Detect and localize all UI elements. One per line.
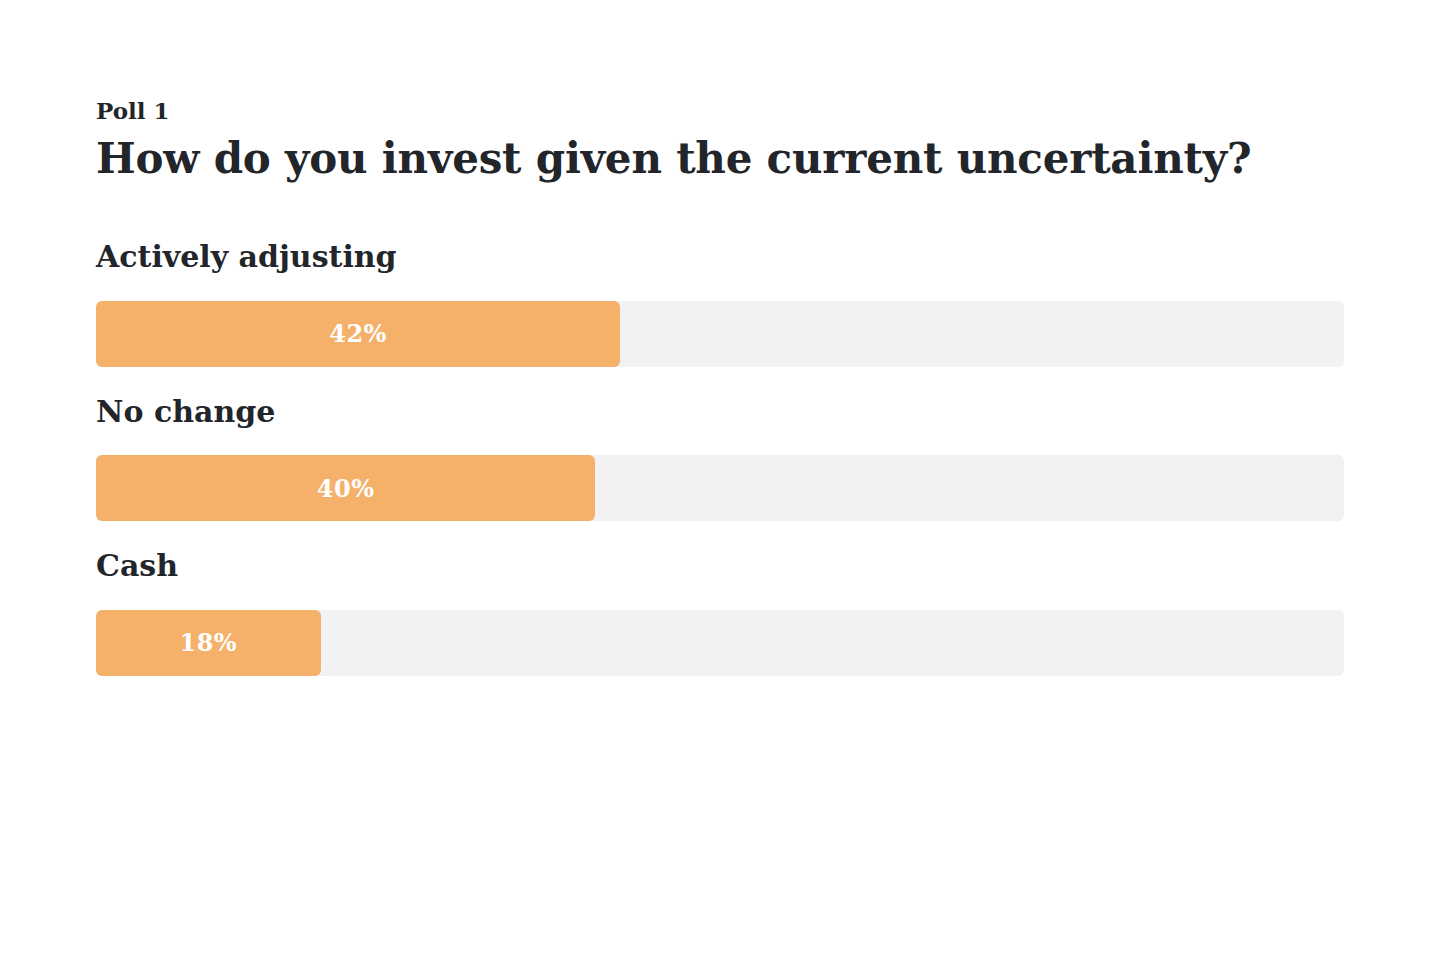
- option-bar-fill: 40%: [96, 455, 595, 521]
- poll-option: Cash 18%: [96, 549, 1344, 676]
- option-label: Cash: [96, 549, 1344, 583]
- poll-results-page: Poll 1 How do you invest given the curre…: [0, 0, 1440, 676]
- option-percentage: 18%: [179, 628, 237, 657]
- option-bar-track: 18%: [96, 610, 1344, 676]
- poll-option: Actively adjusting 42%: [96, 240, 1344, 367]
- option-label: Actively adjusting: [96, 240, 1344, 274]
- option-label: No change: [96, 395, 1344, 429]
- poll-header: Poll 1 How do you invest given the curre…: [96, 97, 1344, 183]
- poll-option: No change 40%: [96, 395, 1344, 522]
- option-bar-track: 42%: [96, 301, 1344, 367]
- poll-label: Poll 1: [96, 97, 1344, 126]
- option-percentage: 42%: [329, 319, 387, 348]
- poll-question: How do you invest given the current unce…: [96, 135, 1344, 183]
- poll-options-list: Actively adjusting 42% No change 40% Cas…: [96, 240, 1344, 676]
- option-percentage: 40%: [317, 474, 375, 503]
- option-bar-fill: 42%: [96, 301, 620, 367]
- option-bar-track: 40%: [96, 455, 1344, 521]
- option-bar-fill: 18%: [96, 610, 321, 676]
